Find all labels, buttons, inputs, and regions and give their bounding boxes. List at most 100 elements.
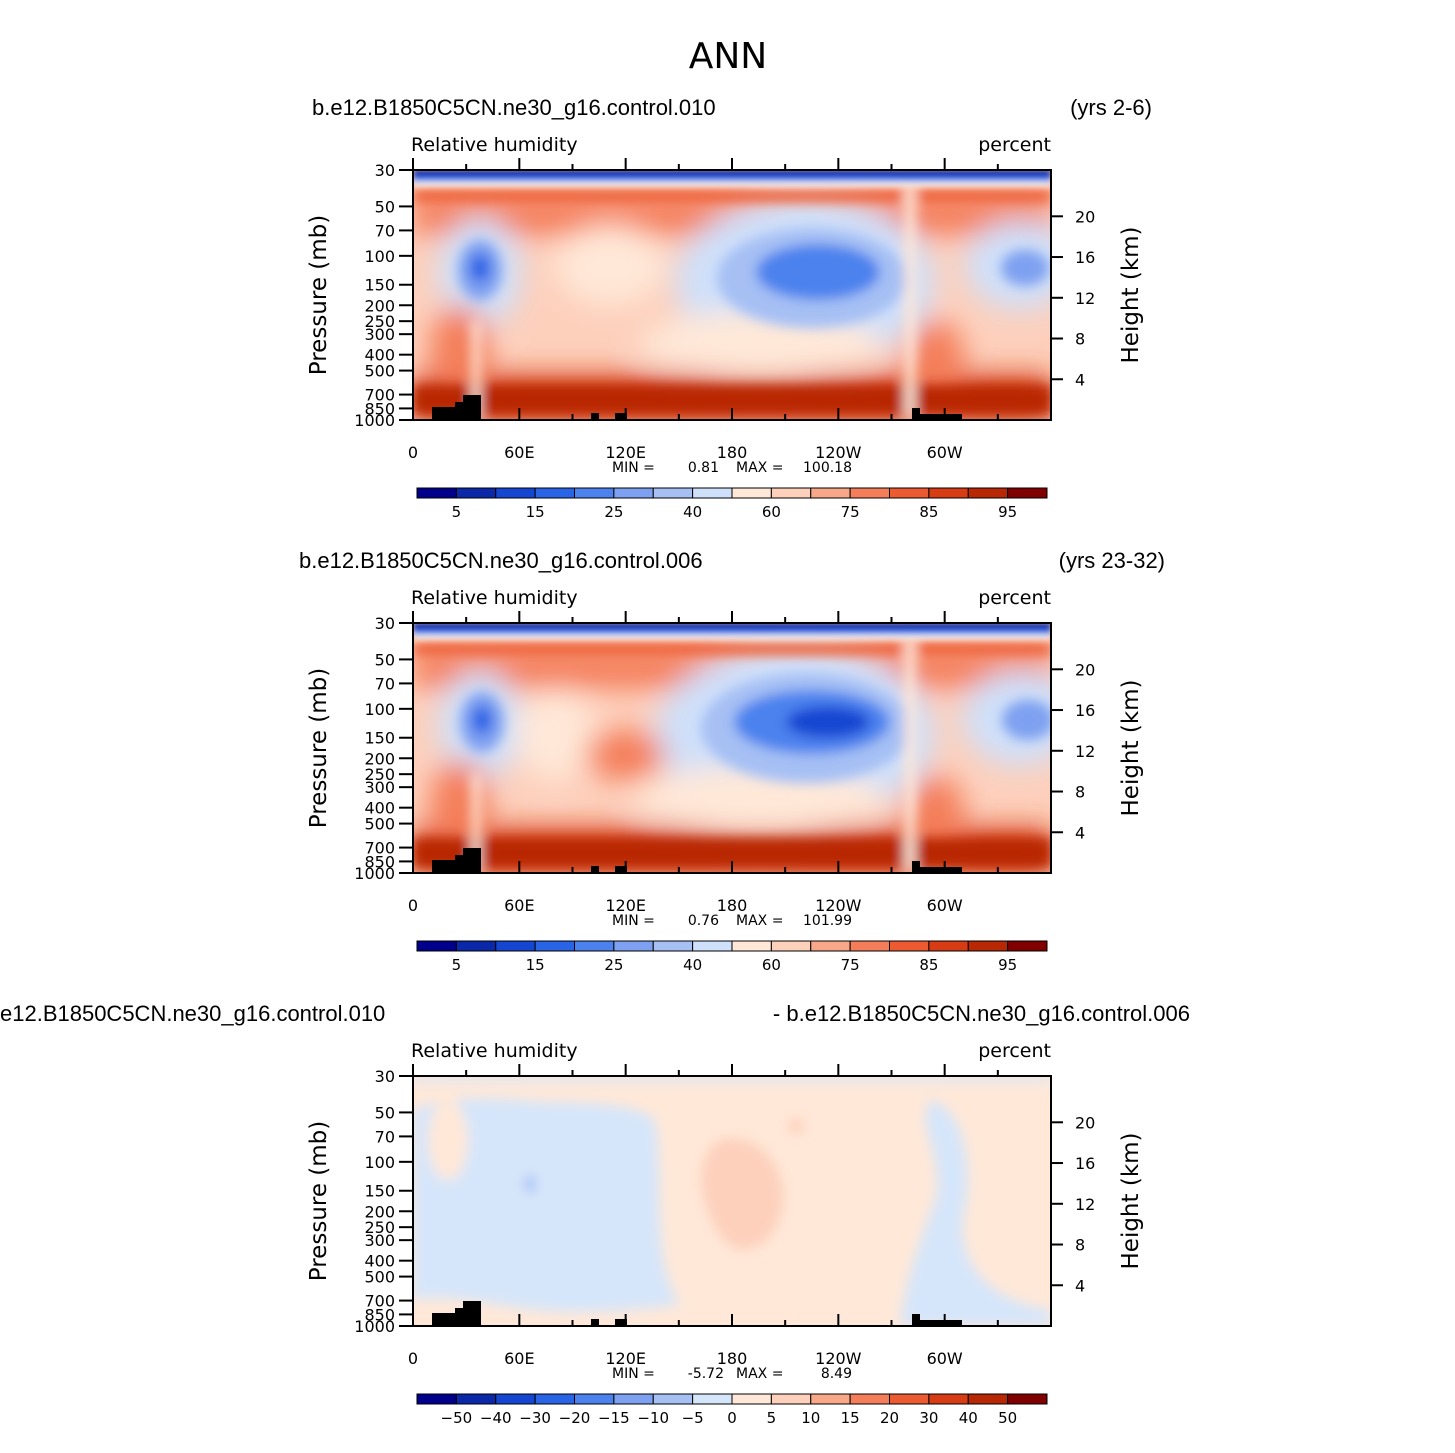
colorbar-label: −50	[441, 1409, 473, 1427]
colorbar-box	[613, 487, 654, 499]
panel-2-variable-label: Relative humidity	[411, 587, 578, 609]
colorbar-label: 5	[452, 956, 462, 974]
panel-2-max-label: MAX =	[736, 913, 783, 929]
colorbar-box	[534, 487, 575, 499]
panel-3-colorbar: −50 −40 −30 −20 −15 −10 −5 0 5 10 15 20 30 40 50	[416, 1393, 1048, 1427]
y-tick-label: 50	[375, 650, 395, 669]
panel-1-topography	[912, 408, 962, 420]
colorbar-label: 75	[841, 956, 860, 974]
colorbar-label: 15	[841, 1409, 860, 1427]
panel-2-x-axis: 0 60E 120E 180 120W 60W	[408, 611, 999, 915]
panel-2-y-axis-label: Pressure (mb)	[306, 668, 332, 828]
colorbar-label: 5	[452, 503, 462, 521]
x-tick-label: 0	[408, 896, 418, 915]
colorbar-box	[889, 487, 930, 499]
panel-3-max-value: 8.49	[821, 1366, 852, 1382]
panel-3-min-label: MIN =	[612, 1366, 655, 1382]
colorbar-label: 40	[683, 956, 702, 974]
colorbar-label: 10	[801, 1409, 820, 1427]
colorbar-box	[692, 1393, 733, 1405]
colorbar-box	[455, 487, 497, 499]
colorbar-label: 85	[919, 956, 938, 974]
colorbar-box	[928, 940, 969, 952]
colorbar-box	[889, 940, 930, 952]
panel-2-colorbar: 5 15 25 40 60 75 85 95	[416, 940, 1048, 974]
y-tick-label: 70	[375, 674, 395, 693]
y-tick-label: 1000	[354, 1317, 395, 1336]
panel-1-colorbar: 5 15 25 40 60 75 85 95	[416, 487, 1048, 521]
panel-1-max-label: MAX =	[736, 460, 783, 476]
colorbar-box	[613, 940, 654, 952]
x-tick-label: 60E	[504, 443, 534, 462]
panel-1-variable-label: Relative humidity	[411, 134, 578, 156]
colorbar-box	[731, 940, 772, 952]
colorbar-box	[534, 1393, 575, 1405]
x-tick-label: 180	[717, 443, 748, 462]
y-right-tick-label: 16	[1075, 1154, 1095, 1173]
y-tick-label: 850	[364, 1305, 395, 1324]
panel-3-case-left: e12.B1850C5CN.ne30_g16.control.010	[0, 1001, 385, 1026]
colorbar-label: 20	[880, 1409, 899, 1427]
colorbar-box	[574, 487, 615, 499]
colorbar-label: −5	[682, 1409, 704, 1427]
y-tick-label: 50	[375, 197, 395, 216]
y-tick-label: 100	[364, 1153, 395, 1172]
colorbar-box	[455, 940, 497, 952]
colorbar-box	[495, 1393, 536, 1405]
colorbar-box	[967, 487, 1009, 499]
colorbar-label: 15	[526, 956, 545, 974]
panel-3-units-label: percent	[978, 1040, 1051, 1062]
colorbar-box	[928, 1393, 969, 1405]
colorbar-box	[770, 487, 812, 499]
x-tick-label: 60E	[504, 896, 534, 915]
colorbar-box	[849, 1393, 890, 1405]
colorbar-box	[416, 487, 457, 499]
panel-1-y-axis-label: Pressure (mb)	[306, 215, 332, 375]
y-tick-label: 400	[364, 1252, 395, 1271]
colorbar-box	[1007, 487, 1048, 499]
panel-2-min-value: 0.76	[688, 913, 719, 929]
y-tick-label: 70	[375, 1127, 395, 1146]
y-tick-label: 850	[364, 399, 395, 418]
colorbar-label: 40	[683, 503, 702, 521]
colorbar-box	[455, 1393, 497, 1405]
colorbar-box	[652, 940, 694, 952]
y-tick-label: 100	[364, 700, 395, 719]
y-right-tick-label: 8	[1075, 1236, 1085, 1255]
y-tick-label: 500	[364, 362, 395, 381]
y-tick-label: 300	[364, 325, 395, 344]
y-right-tick-label: 4	[1075, 823, 1085, 842]
y-tick-label: 200	[364, 1202, 395, 1221]
colorbar-box	[731, 487, 772, 499]
x-tick-label: 120W	[815, 1349, 862, 1368]
panel-2-max-value: 101.99	[803, 913, 852, 929]
panel-3-y-axis-right-label: Height (km)	[1118, 1132, 1144, 1269]
panel-2-units-label: percent	[978, 587, 1051, 609]
colorbar-label: 40	[959, 1409, 978, 1427]
colorbar-box	[849, 487, 890, 499]
y-right-tick-label: 8	[1075, 330, 1085, 349]
colorbar-label: −10	[637, 1409, 669, 1427]
colorbar-label: 50	[998, 1409, 1017, 1427]
panel-3-topography	[432, 1301, 481, 1326]
panel-1-topography	[432, 395, 481, 420]
panel-3-min-value: -5.72	[688, 1366, 724, 1382]
colorbar-label: −30	[519, 1409, 551, 1427]
colorbar-box	[534, 940, 575, 952]
figure-title: ANN	[689, 36, 768, 77]
y-tick-label: 150	[364, 729, 395, 748]
panel-1-y-axis-right-label: Height (km)	[1118, 226, 1144, 363]
y-tick-label: 150	[364, 276, 395, 295]
colorbar-box	[967, 940, 1009, 952]
y-tick-label: 200	[364, 749, 395, 768]
panel-3-variable-label: Relative humidity	[411, 1040, 578, 1062]
y-tick-label: 100	[364, 247, 395, 266]
colorbar-box	[495, 940, 536, 952]
colorbar-box	[810, 1393, 851, 1405]
colorbar-box	[731, 1393, 772, 1405]
panel-2-y-axis-right-label: Height (km)	[1118, 679, 1144, 816]
y-right-tick-label: 12	[1075, 289, 1095, 308]
y-tick-label: 500	[364, 815, 395, 834]
colorbar-box	[416, 940, 457, 952]
